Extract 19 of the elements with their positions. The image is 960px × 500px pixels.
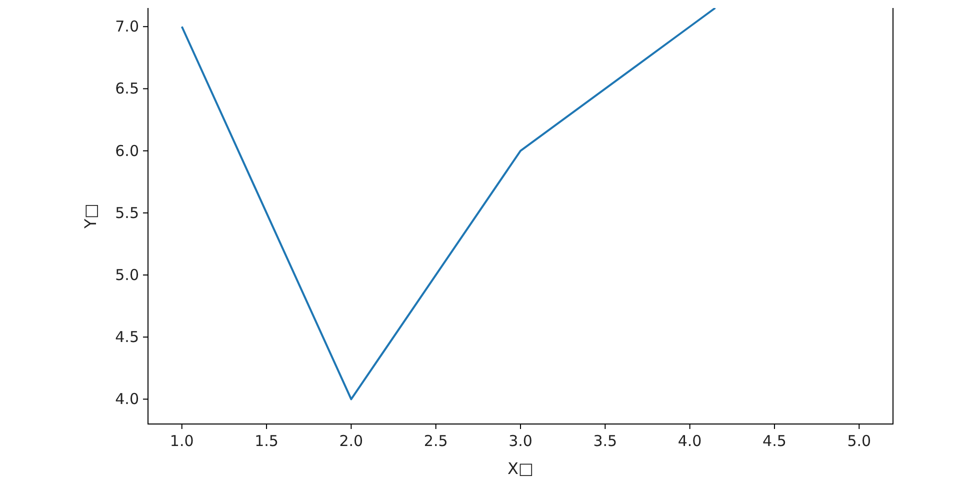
y-tick-label: 6.0 bbox=[115, 142, 139, 160]
y-tick-label: 6.5 bbox=[115, 80, 139, 98]
y-tick-label: 4.0 bbox=[115, 390, 139, 408]
x-tick-label: 4.0 bbox=[678, 432, 702, 450]
y-tick-label: 5.0 bbox=[115, 266, 139, 284]
x-tick-label: 3.0 bbox=[508, 432, 532, 450]
y-axis-title: Y□ bbox=[81, 204, 100, 230]
line-series bbox=[180, 8, 716, 400]
x-tick-label: 4.5 bbox=[762, 432, 786, 450]
x-tick-label: 1.0 bbox=[170, 432, 194, 450]
x-tick-label: 5.0 bbox=[847, 432, 872, 450]
y-tick-label: 7.0 bbox=[115, 18, 139, 36]
x-tick-label: 3.5 bbox=[593, 432, 618, 450]
x-tick-label: 2.0 bbox=[339, 432, 364, 450]
y-tick-label: 4.5 bbox=[115, 328, 139, 346]
x-tick-label: 1.5 bbox=[254, 432, 278, 450]
y-tick-label: 5.5 bbox=[115, 204, 139, 222]
x-axis-title: X□ bbox=[507, 459, 534, 478]
x-tick-label: 2.5 bbox=[424, 432, 448, 450]
